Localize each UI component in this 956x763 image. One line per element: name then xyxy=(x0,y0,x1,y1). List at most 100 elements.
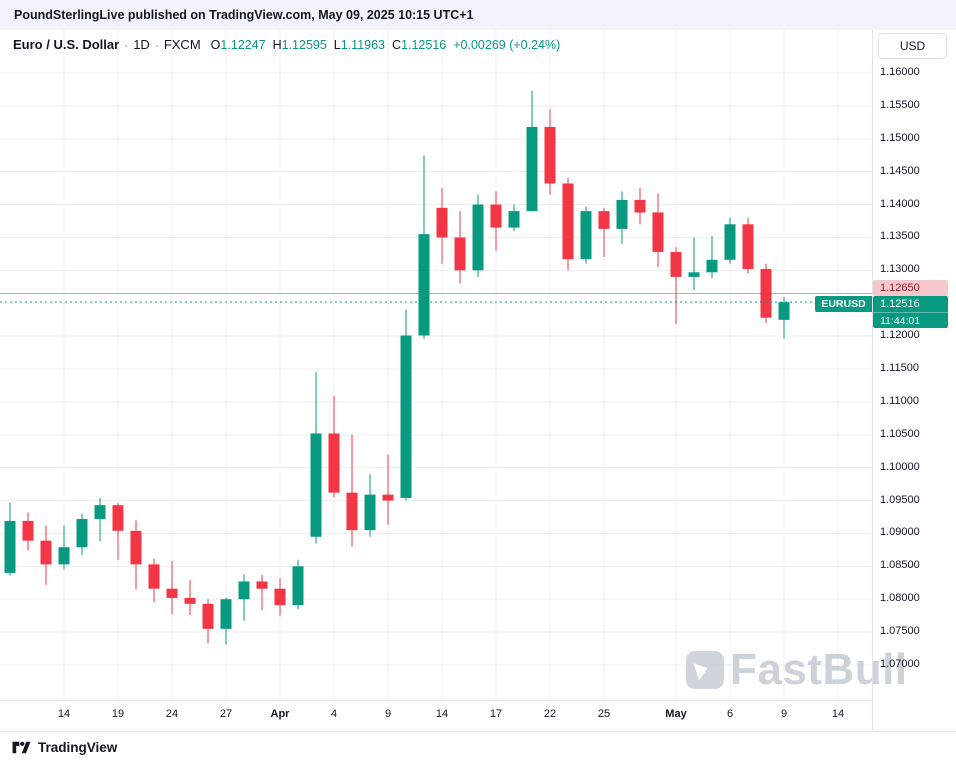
candle xyxy=(544,109,556,195)
candle xyxy=(472,194,484,277)
candle xyxy=(526,90,538,212)
candle-body xyxy=(526,126,538,212)
candle xyxy=(256,574,268,611)
tradingview-logo-icon[interactable] xyxy=(12,740,31,755)
candle xyxy=(778,296,790,339)
high-key: H xyxy=(272,38,282,52)
candle-body xyxy=(724,224,736,260)
tradingview-brand-text[interactable]: TradingView xyxy=(38,740,118,755)
price-tick-label: 1.16000 xyxy=(880,66,920,78)
candle-body xyxy=(562,183,574,260)
header-separator: · xyxy=(124,38,129,52)
price-tick-label: 1.09500 xyxy=(880,493,920,506)
time-axis[interactable]: 14 19 24 27 Apr 4 9 14 17 22 25 May 6 9 14 xyxy=(0,700,872,732)
symbol-name[interactable]: Euro / U.S. Dollar xyxy=(13,37,120,52)
candle-body xyxy=(616,199,628,229)
time-tick-label: 14 xyxy=(831,708,845,720)
candle xyxy=(112,503,124,560)
candle-body xyxy=(508,211,520,228)
candle xyxy=(58,525,70,570)
interval-label[interactable]: 1D xyxy=(133,37,150,52)
candle-body xyxy=(328,433,340,493)
candle-body xyxy=(292,566,304,606)
time-tick-label: 14 xyxy=(57,708,71,720)
candle xyxy=(598,207,610,258)
time-tick-label: 17 xyxy=(489,708,503,720)
price-axis[interactable]: 1.16000 1.15500 1.15000 1.14500 1.14000 1.135… xyxy=(873,0,956,763)
price-tick-label: 1.08500 xyxy=(880,559,920,572)
candle-body xyxy=(490,204,502,228)
candle xyxy=(670,247,682,325)
close-key: C xyxy=(392,38,402,52)
candle xyxy=(40,525,52,585)
price-tick-label: 1.10000 xyxy=(880,460,920,473)
candle-body xyxy=(400,335,412,498)
candle-body xyxy=(670,251,682,277)
candle xyxy=(202,599,214,644)
time-tick-label: Apr xyxy=(270,708,290,720)
candle-body xyxy=(706,259,718,273)
open-key: O xyxy=(210,38,221,52)
candle-body xyxy=(382,494,394,501)
candle xyxy=(274,578,286,616)
candle-body xyxy=(742,224,754,270)
time-tick-label: 25 xyxy=(597,708,611,720)
time-tick-label: 6 xyxy=(726,708,734,720)
price-tick-label: 1.11500 xyxy=(880,362,919,374)
close-value: 1.12516 xyxy=(401,38,447,52)
candle xyxy=(4,502,16,576)
open-value: 1.12247 xyxy=(220,38,266,52)
candle xyxy=(310,372,322,544)
candle xyxy=(742,217,754,274)
price-axis-separator xyxy=(872,30,873,731)
time-tick-label: 14 xyxy=(435,708,449,720)
candle xyxy=(292,559,304,610)
currency-unit-button[interactable]: USD xyxy=(878,33,947,59)
candle-body xyxy=(202,603,214,629)
candle xyxy=(184,580,196,616)
candle xyxy=(508,204,520,231)
price-tick-label: 1.13000 xyxy=(880,263,920,276)
candle xyxy=(418,155,430,339)
header-separator: · xyxy=(154,38,159,52)
low-value: 1.11963 xyxy=(340,38,386,52)
time-tick-label: 19 xyxy=(111,708,125,720)
time-tick-label: 9 xyxy=(780,708,788,720)
time-tick-label: 27 xyxy=(219,708,233,720)
candle xyxy=(562,178,574,271)
candle-body xyxy=(346,492,358,531)
price-tick-label: 1.09000 xyxy=(880,526,920,539)
candle xyxy=(616,191,628,245)
candle-body xyxy=(634,199,646,213)
candle-body xyxy=(652,212,664,252)
candle xyxy=(364,474,376,537)
candle-body xyxy=(58,547,70,565)
last-price-label: 1.12516 11:44:01 xyxy=(873,296,948,329)
high-value: 1.12595 xyxy=(281,38,327,52)
low-key: L xyxy=(333,38,341,52)
candle-body xyxy=(544,126,556,184)
candle-body xyxy=(112,505,124,531)
change-value: +0.00269 (+0.24%) xyxy=(453,38,561,52)
candle xyxy=(688,237,700,291)
attribution-bar: PoundSterlingLive published on TradingVi… xyxy=(0,0,956,30)
price-tick-label: 1.08000 xyxy=(880,592,920,605)
candle-body xyxy=(454,237,466,271)
candle-body xyxy=(238,581,250,600)
attribution-text[interactable]: PoundSterlingLive published on TradingVi… xyxy=(14,8,474,22)
candle xyxy=(76,513,88,556)
price-tick-label: 1.11000 xyxy=(880,394,919,407)
price-tick-label: 1.15000 xyxy=(880,131,920,144)
ohlc-values: O1.12247 H1.12595 L1.11963 C1.12516 xyxy=(211,38,447,52)
price-tick-label: 1.12000 xyxy=(880,329,920,342)
candle-body xyxy=(580,211,592,260)
symbol-header: Euro / U.S. Dollar · 1D · FXCM O1.12247 H… xyxy=(13,37,560,52)
candle xyxy=(130,520,142,590)
candle-body xyxy=(688,272,700,277)
candle xyxy=(346,434,358,547)
candle xyxy=(148,558,160,603)
candle xyxy=(166,561,178,615)
candlestick-chart[interactable] xyxy=(0,0,872,731)
candle-body xyxy=(22,520,34,541)
